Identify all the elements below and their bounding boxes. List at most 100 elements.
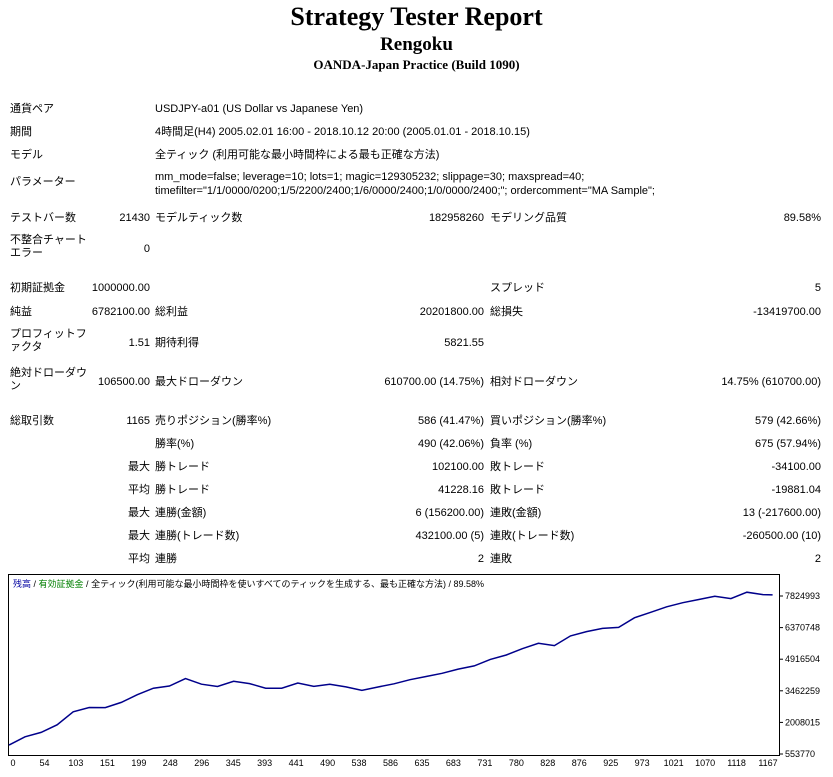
x-tick-label: 635 xyxy=(414,758,429,768)
rel-drawdown-value: 14.75% (610700.00) xyxy=(721,376,821,388)
long-positions-value: 579 (42.66%) xyxy=(754,415,821,427)
x-tick-label: 876 xyxy=(572,758,587,768)
x-tick-label: 54 xyxy=(39,758,49,768)
mismatch-value: 0 xyxy=(143,243,150,255)
gross-loss-value: -13419700.00 xyxy=(753,306,821,318)
x-tick-label: 683 xyxy=(446,758,461,768)
x-tick-label: 1070 xyxy=(695,758,715,768)
legend-separator: / xyxy=(31,579,39,589)
x-tick-label: 151 xyxy=(100,758,115,768)
deposit-label: 初期証拠金 xyxy=(10,282,65,294)
profit-factor-value: 1.51 xyxy=(128,337,150,349)
gross-profit-value: 20201800.00 xyxy=(419,306,484,318)
rel-drawdown-label: 相対ドローダウン xyxy=(490,376,578,388)
total-trades-label: 総取引数 xyxy=(10,415,54,427)
report-title: Strategy Tester Report xyxy=(290,2,543,31)
gross-profit-label: 総利益 xyxy=(155,306,188,318)
period-value: 4時間足(H4) 2005.02.01 16:00 - 2018.10.12 2… xyxy=(155,126,530,138)
avg-loss-value: -19881.04 xyxy=(771,484,821,496)
x-tick-label: 296 xyxy=(194,758,209,768)
ticks-label: モデルティック数 xyxy=(155,212,243,224)
consec-wins-money-value: 6 (156200.00) xyxy=(415,507,485,519)
consec-loss-label: 連敗(トレード数) xyxy=(490,530,575,542)
legend-balance: 残高 xyxy=(13,578,31,589)
x-axis: 0 54 103 151 199 248 296 345 393 441 490 538 586 635 6… xyxy=(10,758,777,768)
x-tick-label: 780 xyxy=(509,758,524,768)
params-line2: timefilter="1/1/0000/0200;1/5/2200/2400;… xyxy=(155,185,655,197)
y-tick-label: 6370748 xyxy=(785,623,820,633)
loss-rate-label: 負率 (%) xyxy=(490,438,533,450)
plot-frame xyxy=(8,574,780,756)
max-prefix-2: 最大 xyxy=(128,530,150,542)
legend-separator: / xyxy=(446,579,454,589)
total-trades-value: 1165 xyxy=(126,415,150,427)
loss-rate-value: 675 (57.94%) xyxy=(754,438,821,450)
model-label: モデル xyxy=(10,149,43,161)
x-tick-label: 973 xyxy=(635,758,650,768)
period-label: 期間 xyxy=(10,126,32,138)
y-tick-label: 7824993 xyxy=(785,591,820,601)
x-tick-label: 103 xyxy=(68,758,83,768)
balance-chart-svg: 残高 / 有効証拠金 / 全ティック(利用可能な最小時間枠を使いすべてのティック… xyxy=(8,574,820,768)
avg-win-value: 41228.16 xyxy=(438,484,484,496)
consec-loss-value: -260500.00 (10) xyxy=(742,530,821,542)
mismatch-label: 不整合チャートエラー xyxy=(10,234,87,259)
x-tick-label: 925 xyxy=(603,758,618,768)
avg-win-label: 勝トレード xyxy=(155,484,210,496)
x-tick-label: 490 xyxy=(320,758,335,768)
consec-losses-money-label: 連敗(金額) xyxy=(490,507,542,519)
y-tick-label: 553770 xyxy=(785,749,815,759)
report-subtitle: Rengoku xyxy=(380,34,453,55)
abs-drawdown-value: 106500.00 xyxy=(98,376,150,388)
legend-separator: / xyxy=(84,579,92,589)
params-line1: mm_mode=false; leverage=10; lots=1; magi… xyxy=(155,171,585,183)
symbol-value: USDJPY-a01 (US Dollar vs Japanese Yen) xyxy=(155,103,364,115)
profit-factor-label: プロフィットファクタ xyxy=(10,328,87,353)
params-label: パラメーター xyxy=(10,176,76,188)
x-tick-label: 345 xyxy=(226,758,241,768)
largest-prefix: 最大 xyxy=(128,461,150,473)
bars-label: テストバー数 xyxy=(10,212,76,224)
x-tick-label: 393 xyxy=(257,758,272,768)
largest-loss-value: -34100.00 xyxy=(771,461,821,473)
model-value: 全ティック (利用可能な最小時間枠による最も正確な方法) xyxy=(155,149,440,161)
deposit-value: 1000000.00 xyxy=(91,282,150,294)
x-tick-label: 731 xyxy=(477,758,492,768)
largest-loss-label: 敗トレード xyxy=(490,461,545,473)
abs-drawdown-label: 絶対ドローダウン xyxy=(10,367,87,392)
long-positions-label: 買いポジション(勝率%) xyxy=(490,415,607,427)
expected-payoff-value: 5821.55 xyxy=(444,337,484,349)
max-drawdown-label: 最大ドローダウン xyxy=(155,376,243,388)
bars-value: 21430 xyxy=(119,212,150,224)
broker-build: OANDA-Japan Practice (Build 1090) xyxy=(313,57,520,72)
win-rate-value: 490 (42.06%) xyxy=(417,438,484,450)
avg-consec-losses-value: 2 xyxy=(814,553,821,565)
avg-prefix-2: 平均 xyxy=(128,553,150,565)
short-positions-value: 586 (41.47%) xyxy=(417,415,484,427)
largest-win-value: 102100.00 xyxy=(432,461,484,473)
short-positions-label: 売りポジション(勝率%) xyxy=(155,415,272,427)
x-tick-label: 828 xyxy=(540,758,555,768)
quality-label: モデリング品質 xyxy=(490,212,567,224)
y-axis: 7824993 6370748 4916504 3462259 2008015 55377… xyxy=(779,591,820,759)
avg-loss-label: 敗トレード xyxy=(490,484,545,496)
y-tick-label: 3462259 xyxy=(785,686,820,696)
legend-equity: 有効証拠金 xyxy=(39,578,84,589)
x-tick-label: 1167 xyxy=(758,758,777,768)
avg-consec-losses-label: 連敗 xyxy=(490,553,512,565)
y-tick-label: 2008015 xyxy=(785,717,820,727)
avg-consec-wins-value: 2 xyxy=(477,553,484,565)
legend-quality: 89.58% xyxy=(454,579,485,589)
symbol-label: 通貨ペア xyxy=(10,103,54,115)
avg-consec-wins-label: 連勝 xyxy=(155,553,177,565)
ticks-value: 182958260 xyxy=(428,212,484,224)
gross-loss-label: 総損失 xyxy=(490,306,523,318)
x-tick-label: 1118 xyxy=(727,758,746,768)
x-tick-label: 586 xyxy=(383,758,398,768)
net-value: 6782100.00 xyxy=(91,306,150,318)
average-prefix: 平均 xyxy=(128,484,150,496)
consec-profit-label: 連勝(トレード数) xyxy=(155,530,240,542)
chart-legend: 残高 / 有効証拠金 / 全ティック(利用可能な最小時間枠を使いすべてのティック… xyxy=(13,578,484,589)
x-tick-label: 441 xyxy=(289,758,304,768)
max-drawdown-value: 610700.00 (14.75%) xyxy=(384,376,484,388)
